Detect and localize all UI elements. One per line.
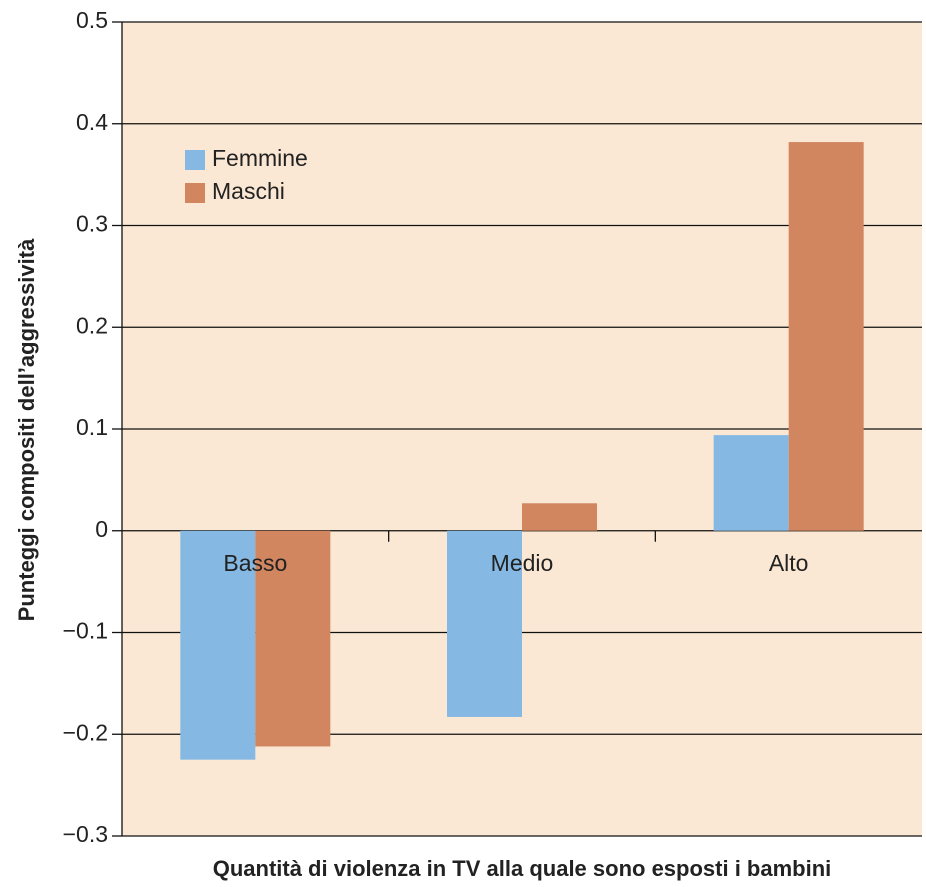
x-tick-label: Alto — [769, 550, 809, 576]
y-tick-label: 0.5 — [76, 7, 108, 33]
y-tick-label: −0.3 — [63, 821, 108, 847]
y-tick-label: −0.1 — [63, 618, 108, 644]
bar — [713, 435, 789, 531]
legend-swatch — [185, 150, 205, 170]
x-axis-label: Quantità di violenza in TV alla quale so… — [213, 856, 832, 881]
y-tick-label: 0.2 — [76, 312, 108, 338]
y-tick-label: −0.2 — [63, 719, 108, 745]
x-tick-label: Basso — [223, 550, 287, 576]
y-tick-label: 0.4 — [76, 109, 108, 135]
legend-label: Maschi — [212, 178, 285, 204]
bar — [522, 503, 597, 531]
legend-swatch — [185, 183, 205, 203]
bar — [255, 530, 331, 747]
bar — [180, 530, 256, 760]
y-tick-label: 0.1 — [76, 414, 108, 440]
x-tick-label: Medio — [491, 550, 554, 576]
bar — [788, 142, 864, 531]
bar — [447, 530, 522, 717]
y-tick-label: 0 — [95, 516, 108, 542]
y-tick-label: 0.3 — [76, 211, 108, 237]
y-axis-label: Punteggi compositi dell’aggressività — [14, 238, 39, 621]
legend-label: Femmine — [212, 145, 308, 171]
